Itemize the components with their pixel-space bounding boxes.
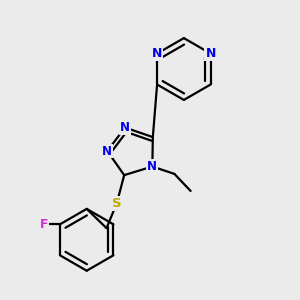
Text: N: N: [120, 121, 130, 134]
Text: F: F: [40, 218, 48, 231]
Text: N: N: [147, 160, 157, 173]
Text: S: S: [112, 196, 122, 210]
Text: N: N: [102, 145, 112, 158]
Text: N: N: [206, 47, 216, 60]
Text: N: N: [152, 47, 162, 60]
